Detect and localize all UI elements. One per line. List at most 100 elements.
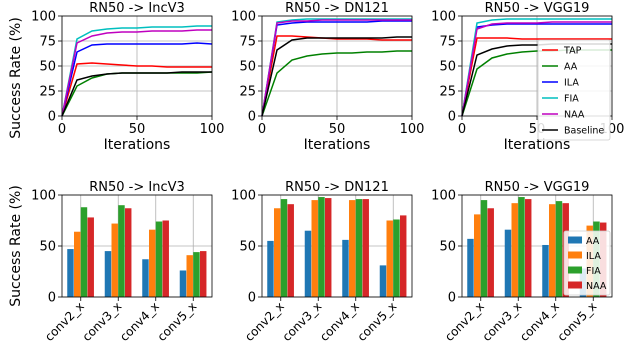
bar-aa — [304, 230, 312, 297]
bar-aa — [504, 229, 512, 297]
series-line-naa — [61, 29, 212, 117]
x-tick-label: conv3_x — [80, 299, 125, 344]
top-row-y-axis-label: Success Rate (%) — [8, 17, 24, 139]
plot-frame — [61, 194, 213, 298]
bar-aa — [379, 265, 387, 297]
y-tick-label: 0 — [448, 291, 456, 306]
chart-1: RN50 -> IncV3 0 25 50 75 100 0 50 100 Iterations — [31, 1, 224, 153]
x-tick-label: conv5_x — [355, 299, 400, 344]
bar-aa — [542, 244, 549, 297]
series-line-baseline — [261, 36, 412, 117]
y-tick-label: 50 — [39, 240, 56, 255]
bar-fia — [80, 207, 88, 297]
x-tick-label: conv2_x — [442, 299, 487, 344]
x-axis-label: Iterations — [304, 137, 371, 153]
bar-fia — [393, 219, 400, 297]
y-tick-label: 75 — [439, 35, 456, 50]
x-tick-label: conv2_x — [42, 299, 87, 344]
x-tick-label: conv3_x — [280, 299, 325, 344]
y-tick-label: 100 — [31, 10, 56, 25]
series-line-fia — [61, 25, 212, 117]
chart-6: RN50 -> VGG19 0 50 100 conv2_xconv3_xconv4_x… — [431, 180, 613, 344]
chart-title: RN50 -> DN121 — [285, 180, 389, 195]
bar-fia — [280, 199, 288, 297]
y-tick-label: 50 — [39, 60, 56, 75]
bar-fia — [480, 200, 488, 297]
bar-ila — [511, 203, 518, 297]
plot-frame — [261, 15, 413, 117]
plot-frame — [461, 194, 613, 298]
y-tick-label: 0 — [248, 110, 256, 125]
chart-title: RN50 -> VGG19 — [485, 1, 590, 16]
chart-2: RN50 -> DN121 0 25 50 75 100 0 50 100 Iterations — [231, 1, 424, 153]
bar-naa — [200, 251, 207, 297]
bar-aa — [179, 270, 187, 297]
bar-ila — [111, 223, 118, 297]
y-tick-label: 0 — [48, 291, 56, 306]
series-line-ila — [61, 42, 213, 117]
bar-fia — [155, 221, 163, 297]
legend-label: TAP — [563, 46, 582, 57]
y-tick-label: 50 — [439, 240, 456, 255]
legend-label: FIA — [564, 94, 579, 105]
series-line-naa — [461, 21, 612, 117]
y-tick-label: 50 — [239, 240, 256, 255]
bar-aa — [467, 238, 474, 297]
series-line-ila — [261, 20, 412, 117]
x-tick-label: conv3_x — [480, 299, 525, 344]
y-tick-label: 100 — [231, 189, 256, 204]
bar-naa — [287, 204, 294, 297]
legend-swatch — [568, 281, 582, 289]
legend-frame — [537, 39, 611, 141]
series-line-fia — [261, 18, 412, 117]
bar-fia — [118, 205, 125, 297]
legend-swatch — [568, 236, 582, 244]
bar-ila — [349, 200, 356, 297]
y-tick-label: 100 — [231, 10, 256, 25]
x-tick-label: conv5_x — [555, 299, 600, 344]
x-axis-label: Iterations — [104, 137, 171, 153]
legend-swatch — [568, 266, 582, 274]
legend: AA ILA FIA NAA — [563, 230, 611, 296]
legend-label: ILA — [586, 251, 601, 262]
bar-ila — [386, 220, 393, 297]
y-tick-label: 0 — [448, 110, 456, 125]
legend: TAP AA ILA FIA NAA Baseline — [537, 39, 611, 141]
chart-5: RN50 -> DN121 0 50 100 conv2_xconv3_xconv4_x… — [231, 180, 413, 344]
bar-aa — [342, 239, 349, 297]
y-tick-label: 100 — [31, 189, 56, 204]
bar-ila — [474, 214, 481, 297]
x-tick-label: conv4_x — [317, 299, 362, 344]
x-tick-label: 50 — [129, 122, 146, 137]
y-tick-label: 25 — [239, 85, 256, 100]
x-tick-label: conv2_x — [242, 299, 287, 344]
y-tick-label: 0 — [48, 110, 56, 125]
bar-naa — [362, 199, 369, 297]
legend-label: Baseline — [564, 126, 604, 137]
bar-fia — [193, 252, 200, 297]
y-tick-label: 100 — [431, 189, 456, 204]
bar-fia — [518, 197, 525, 297]
x-tick-label: conv5_x — [155, 299, 200, 344]
y-tick-label: 25 — [39, 85, 56, 100]
series-line-tap — [461, 37, 612, 117]
chart-title: RN50 -> VGG19 — [485, 180, 590, 195]
y-tick-label: 75 — [239, 35, 256, 50]
y-tick-label: 50 — [439, 60, 456, 75]
series-line-fia — [461, 18, 612, 117]
bar-ila — [74, 231, 81, 297]
chart-4: RN50 -> IncV3 0 50 100 conv2_xconv3_xconv4_x… — [31, 180, 213, 344]
x-axis-label: Iterations — [504, 137, 571, 153]
bar-fia — [318, 197, 325, 297]
legend-label: AA — [586, 236, 600, 247]
chart-title: RN50 -> IncV3 — [89, 1, 185, 16]
x-tick-label: 0 — [258, 122, 266, 137]
legend-label: NAA — [586, 281, 607, 292]
bar-naa — [400, 215, 407, 297]
x-tick-label: 100 — [400, 122, 425, 137]
chart-title: RN50 -> IncV3 — [89, 180, 185, 195]
legend-frame — [563, 230, 611, 296]
y-tick-label: 50 — [239, 60, 256, 75]
